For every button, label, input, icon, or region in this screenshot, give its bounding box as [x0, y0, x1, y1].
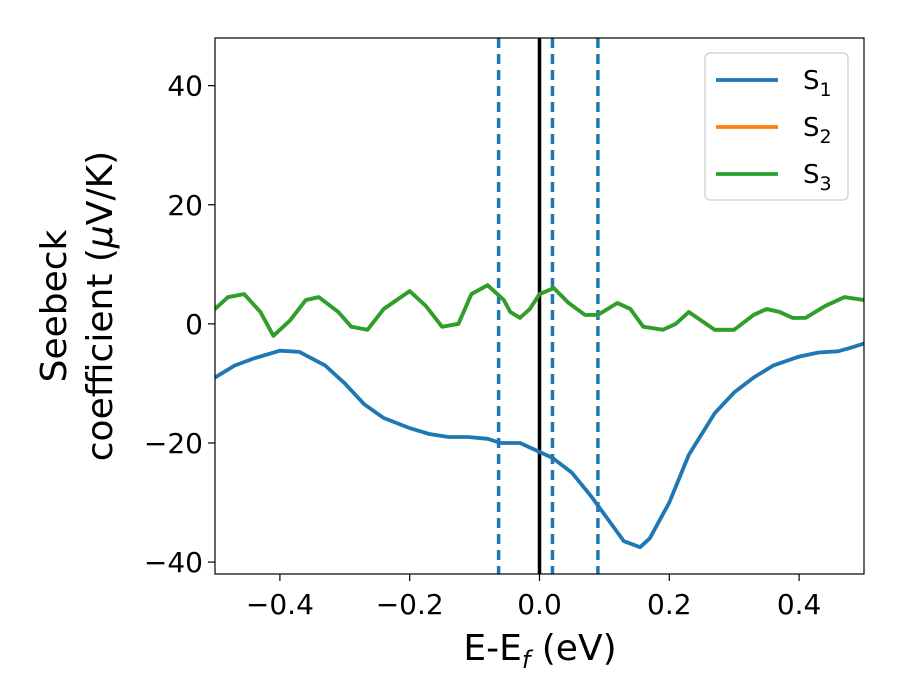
x-axis-ticks: −0.4 −0.2 0.0 0.2 0.4 — [246, 574, 821, 621]
legend-label-s3: S3 — [803, 160, 832, 195]
y-tick-label: 20 — [167, 189, 203, 222]
y-axis-title-line2: coefficient (μV/K) — [80, 151, 121, 461]
y-tick-label: −20 — [144, 427, 203, 460]
series-line-s3 — [215, 283, 864, 338]
legend-items: S1 S2 S3 — [716, 66, 832, 195]
vertical-lines — [496, 38, 600, 574]
x-tick-label: 0.4 — [777, 588, 822, 621]
legend: S1 S2 S3 — [704, 52, 849, 201]
y-tick-label: −40 — [144, 546, 203, 579]
x-tick-label: 0.2 — [647, 588, 692, 621]
y-axis-title: Seebeck coefficient (μV/K) — [34, 151, 121, 461]
series-line-s1 — [215, 341, 864, 550]
y-axis-ticks: −40 −20 0 20 40 — [144, 70, 215, 579]
x-tick-label: −0.4 — [246, 588, 314, 621]
y-tick-label: 0 — [185, 308, 203, 341]
legend-label-s1: S1 — [803, 66, 832, 101]
x-tick-label: 0.0 — [517, 588, 562, 621]
x-tick-label: −0.2 — [376, 588, 444, 621]
legend-label-s2: S2 — [803, 113, 832, 148]
series-lines — [215, 283, 864, 550]
y-tick-label: 40 — [167, 70, 203, 103]
x-axis-title: E-Ef (eV) — [463, 628, 616, 674]
y-axis-title-line1: Seebeck — [34, 229, 75, 382]
